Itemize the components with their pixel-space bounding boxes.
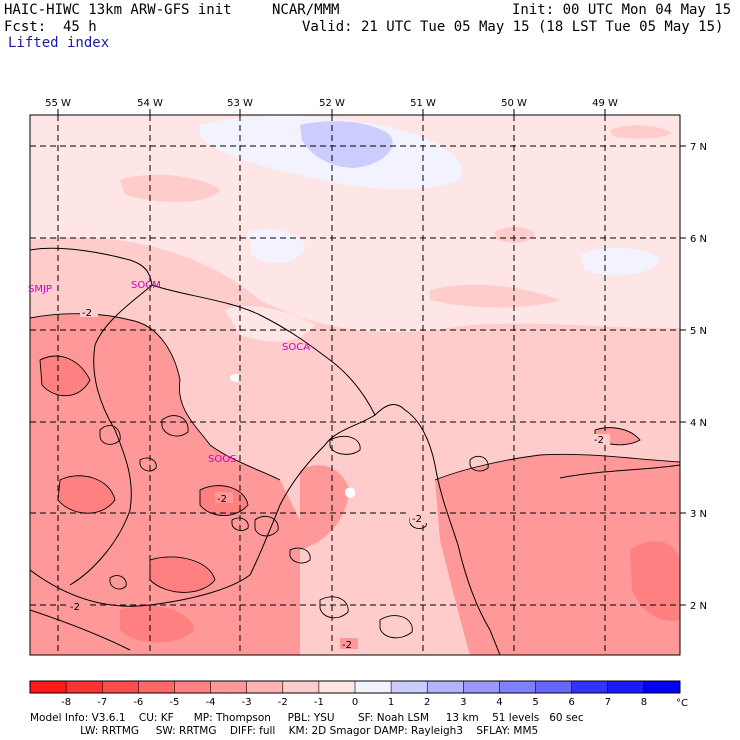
lat-label: 6 N — [690, 234, 707, 245]
field-name: Lifted index — [8, 35, 110, 51]
forecast-hour: Fcst: 45 h — [4, 19, 97, 35]
colorbar-tick-label: 8 — [641, 697, 647, 708]
colorbar-unit: °C — [676, 698, 688, 709]
organization-label: NCAR/MMM — [272, 2, 340, 18]
contour-label: -2 — [217, 494, 227, 505]
colorbar-swatch — [643, 681, 681, 693]
contour-label: -2 — [70, 602, 80, 613]
colorbar-swatch — [499, 681, 537, 693]
colorbar-tick-label: 1 — [388, 697, 394, 708]
colorbar-swatch — [138, 681, 175, 693]
colorbar-tick-label: 2 — [424, 697, 430, 708]
lon-label: 50 W — [501, 98, 527, 109]
colorbar-swatch — [463, 681, 500, 693]
lat-label: 2 N — [690, 601, 707, 612]
colorbar-tick-label: -6 — [133, 697, 143, 708]
colorbar-tick-label: -5 — [169, 697, 179, 708]
model-info-line1: Model Info: V3.6.1 CU: KF MP: Thompson P… — [30, 712, 584, 724]
station-socm: SOCM — [131, 280, 161, 291]
model-title: HAIC-HIWC 13km ARW-GFS init — [4, 2, 232, 18]
init-time: Init: 00 UTC Mon 04 May 15 — [512, 2, 732, 18]
colorbar-swatch — [355, 681, 392, 693]
colorbar-tick-label: 5 — [532, 697, 538, 708]
colorbar-tick-label: 4 — [496, 697, 502, 708]
lon-label: 55 W — [45, 98, 71, 109]
contour-label: -2 — [594, 435, 604, 446]
colorbar-swatch — [30, 681, 67, 693]
lon-label: 53 W — [227, 98, 253, 109]
map-frame — [29, 114, 681, 656]
shaded-field — [30, 115, 680, 655]
colorbar-tick-label: 7 — [605, 697, 611, 708]
longitude-labels: 55 W 54 W 53 W 52 W 51 W 50 W 49 W — [45, 98, 618, 109]
contour-label: -2 — [82, 308, 92, 319]
station-soca: SOCA — [282, 342, 310, 353]
colorbar-swatch — [282, 681, 320, 693]
model-info-line2: LW: RRTMG SW: RRTMG DIFF: full KM: 2D Sm… — [30, 725, 539, 737]
colorbar-ticks: -8 -7 -6 -5 -4 -3 -2 -1 0 1 2 3 4 5 6 7 8 — [61, 697, 647, 708]
station-soos: SOOS — [208, 454, 236, 465]
lat-label: 3 N — [690, 509, 707, 520]
lat-label: 7 N — [690, 142, 707, 153]
contour-label: -2 — [412, 514, 422, 525]
lat-label: 5 N — [690, 326, 707, 337]
coastline — [30, 247, 680, 655]
lon-label: 49 W — [592, 98, 618, 109]
colorbar-tick-label: 0 — [352, 697, 358, 708]
graticule — [30, 115, 680, 655]
colorbar-swatch — [535, 681, 573, 693]
contour-label: -2 — [342, 640, 352, 651]
colorbar-tick-label: -4 — [206, 697, 216, 708]
lon-label: 52 W — [319, 98, 345, 109]
lat-label: 4 N — [690, 418, 707, 429]
colorbar-swatch — [607, 681, 645, 693]
lon-label: 51 W — [410, 98, 436, 109]
colorbar-swatch — [391, 681, 428, 693]
colorbar-swatch — [571, 681, 609, 693]
colorbar-tick-label: 3 — [460, 697, 466, 708]
colorbar-swatch — [318, 681, 356, 693]
colorbar-swatch — [246, 681, 284, 693]
colorbar-tick-label: -3 — [242, 697, 252, 708]
colorbar-swatch — [210, 681, 248, 693]
colorbar-tick-label: -7 — [97, 697, 107, 708]
colorbar-swatch — [66, 681, 103, 693]
colorbar-tick-label: -2 — [278, 697, 288, 708]
colorbar — [29, 680, 681, 694]
colorbar-swatch — [174, 681, 212, 693]
latitude-labels: 7 N 6 N 5 N 4 N 3 N 2 N — [690, 142, 707, 612]
contour-labels: -2 -2 -2 -2 -2 -2 — [68, 306, 610, 651]
axis-ticks — [57, 109, 686, 606]
colorbar-swatch — [102, 681, 139, 693]
station-labels: SMJP SOCM SOCA SOOS — [28, 280, 310, 465]
valid-time: Valid: 21 UTC Tue 05 May 15 (18 LST Tue … — [302, 19, 724, 35]
colorbar-tick-label: 6 — [568, 697, 574, 708]
colorbar-tick-label: -1 — [314, 697, 324, 708]
station-smjp: SMJP — [28, 284, 52, 295]
colorbar-tick-label: -8 — [61, 697, 71, 708]
lon-label: 54 W — [137, 98, 163, 109]
colorbar-swatch — [427, 681, 464, 693]
